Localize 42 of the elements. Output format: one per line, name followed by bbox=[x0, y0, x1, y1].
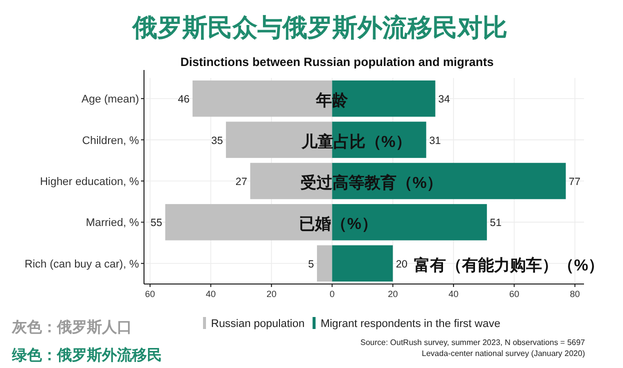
y-tick-label: Married, % bbox=[86, 217, 140, 230]
y-tick-label: Age (mean) bbox=[82, 94, 139, 106]
chart-title: 俄罗斯民众与俄罗斯外流移民对比 bbox=[132, 14, 508, 42]
legend-label: Russian population bbox=[211, 318, 305, 330]
text: 绿色：俄罗斯外流移民 bbox=[11, 346, 162, 364]
data-label: 27 bbox=[236, 176, 248, 188]
bar bbox=[316, 245, 332, 282]
legend-label: Migrant respondents in the first wave bbox=[320, 318, 500, 330]
bar bbox=[226, 122, 332, 158]
data-label: 35 bbox=[211, 134, 224, 147]
x-tick-label: 60 bbox=[509, 289, 520, 299]
annotation: 富有（有能力购车）（%） bbox=[414, 255, 604, 274]
data-label: 34 bbox=[438, 94, 450, 106]
data-label: 31 bbox=[429, 134, 442, 147]
bar bbox=[332, 204, 487, 240]
source-note: Source: OutRush survey, summer 2023, N observations = 5697 bbox=[360, 338, 586, 347]
bar bbox=[250, 162, 332, 200]
data-label: 51 bbox=[490, 217, 502, 230]
data-label: 55 bbox=[150, 217, 162, 230]
data-label: 20 bbox=[396, 258, 408, 270]
x-tick-label: 40 bbox=[448, 289, 459, 299]
y-tick-label: Children, % bbox=[82, 134, 140, 147]
chart-subtitle: Distinctions between Russian population and migrants bbox=[180, 55, 494, 69]
data-label: 5 bbox=[308, 258, 314, 270]
text: 灰色：俄罗斯人口 bbox=[11, 319, 132, 336]
x-tick-label: 60 bbox=[145, 289, 156, 299]
bar bbox=[332, 80, 436, 117]
y-tick-label: Rich (can buy a car), % bbox=[24, 258, 140, 270]
data-label: 77 bbox=[568, 176, 581, 188]
y-tick-label: Higher education, % bbox=[40, 176, 140, 188]
x-tick-label: 20 bbox=[388, 289, 398, 299]
data-label: 46 bbox=[178, 94, 190, 106]
x-tick-label: 0 bbox=[330, 289, 335, 299]
bar bbox=[165, 204, 332, 240]
bar bbox=[332, 245, 393, 282]
text: Levada-center national survey (January 2020) bbox=[422, 349, 586, 358]
x-tick-label: 20 bbox=[266, 289, 276, 299]
x-tick-label: 80 bbox=[570, 289, 580, 299]
bar bbox=[192, 80, 332, 117]
x-tick-label: 40 bbox=[206, 289, 216, 299]
annotation: 已婚（%） bbox=[299, 215, 378, 234]
bar bbox=[332, 162, 566, 200]
